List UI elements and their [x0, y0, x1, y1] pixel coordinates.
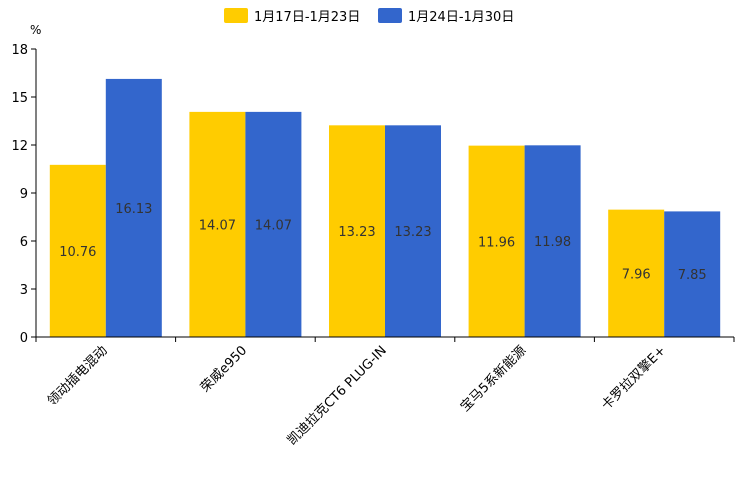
x-tick-label: 卡罗拉双擎E+	[599, 343, 669, 413]
bar-series-1-5	[608, 209, 665, 337]
legend-label-1: 1月17日-1月23日	[254, 10, 360, 25]
bar-series-1-4	[468, 145, 525, 337]
data-label: 11.96	[478, 235, 515, 250]
data-label: 13.23	[394, 225, 431, 240]
bar-series-1-2	[189, 111, 246, 337]
x-tick-label: 荣威e950	[198, 343, 250, 395]
legend: 1月17日-1月23日 1月24日-1月30日	[224, 8, 514, 25]
bar-series-2-3	[385, 125, 441, 337]
y-tick-label: 9	[20, 187, 28, 202]
x-tick-label: 领动插电混动	[45, 343, 111, 409]
bar-series-2-2	[245, 111, 302, 337]
data-label: 7.96	[622, 267, 651, 282]
y-axis-unit-label: %	[30, 23, 41, 37]
legend-label-2: 1月24日-1月30日	[408, 10, 514, 25]
y-axis: 0 3 6 9 12 15 18	[11, 43, 37, 346]
data-label: 14.07	[199, 218, 236, 233]
x-tick-label: 宝马5系新能源	[457, 343, 529, 415]
x-axis: 领动插电混动 荣威e950 凯迪拉克CT6 PLUG-IN 宝马5系新能源 卡罗拉双擎E…	[35, 336, 735, 448]
data-label: 14.07	[255, 218, 292, 233]
data-label: 10.76	[59, 245, 96, 260]
data-label: 13.23	[338, 225, 375, 240]
bar-series-1-1	[49, 164, 106, 337]
x-tick-label: 凯迪拉克CT6 PLUG-IN	[285, 343, 390, 448]
bar-series-2-5	[664, 211, 721, 337]
bar-series-2-4	[524, 145, 581, 337]
legend-swatch-2	[378, 8, 402, 23]
bar-series-1-3	[329, 125, 385, 337]
y-tick-label: 6	[20, 235, 28, 250]
data-label: 16.13	[115, 202, 152, 217]
bars: 10.76 16.13 14.07 14.07 13.23 13.23 11.96 11.98…	[49, 78, 721, 338]
data-label: 11.98	[534, 235, 571, 250]
y-tick-label: 18	[11, 43, 28, 58]
data-label: 7.85	[678, 268, 707, 283]
y-tick-label: 12	[11, 139, 28, 154]
y-tick-label: 0	[20, 331, 28, 346]
bar-series-2-1	[105, 78, 162, 338]
y-tick-label: 3	[20, 283, 28, 298]
y-tick-label: 15	[11, 91, 28, 106]
legend-swatch-1	[224, 8, 248, 23]
